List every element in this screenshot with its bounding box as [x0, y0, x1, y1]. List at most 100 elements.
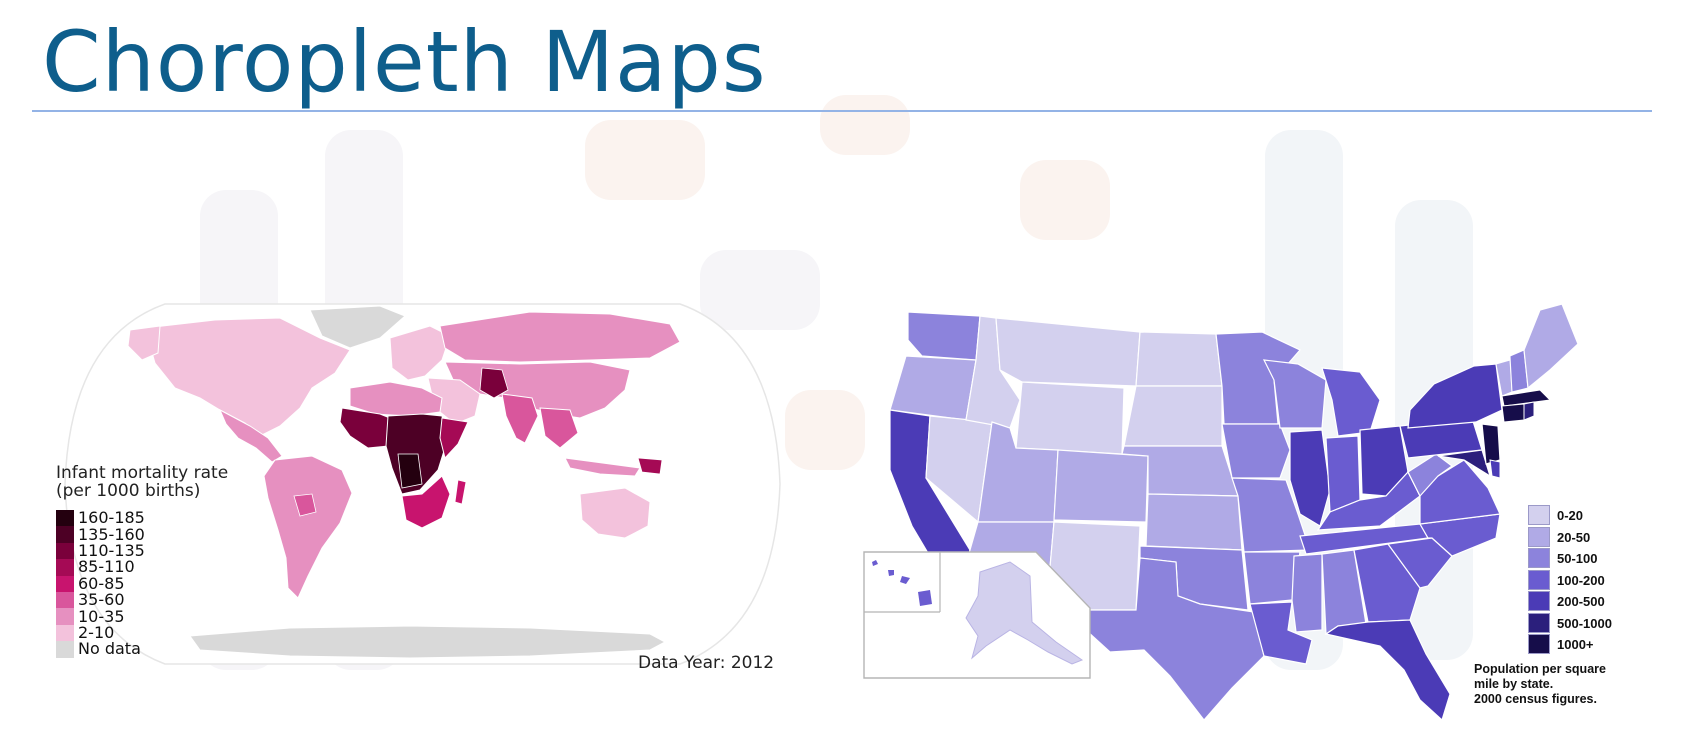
state-hawaii: [918, 590, 932, 606]
state-iowa: [1221, 423, 1291, 479]
usa-legend-swatch: [1528, 634, 1550, 654]
state-alaska: [965, 561, 1084, 665]
slide-title: Choropleth Maps: [42, 13, 767, 111]
south-america-region: [263, 455, 353, 599]
world-legend-label: No data: [78, 639, 141, 659]
usa-legend-row: 500-1000: [1528, 612, 1612, 635]
world-legend-label: 160-185: [78, 508, 145, 528]
usa-legend-label: 20-50: [1557, 529, 1591, 545]
madagascar-region: [454, 479, 467, 505]
central-america-region: [218, 408, 283, 463]
usa-legend-swatch: [1528, 548, 1550, 568]
state-florida: [1324, 619, 1451, 722]
usa-legend-swatch: [1528, 505, 1550, 525]
usa-legend-rows: 0-20 20-50 50-100 100-200 200-500 500-1000 100…: [1528, 505, 1612, 656]
world-legend-swatch: [56, 641, 74, 658]
state-massachusetts: [1501, 389, 1552, 407]
world-legend-row: 160-185: [56, 508, 228, 528]
world-legend-label: 85-110: [78, 557, 135, 577]
background-decoration: [700, 250, 820, 330]
usa-legend-label: 1000+: [1557, 637, 1594, 653]
world-legend-row: 135-160: [56, 524, 228, 544]
background-decoration: [1020, 160, 1110, 240]
state-montana: [995, 317, 1141, 387]
legend-title: Infant mortality rate: [56, 463, 229, 483]
state-maryland: [1437, 449, 1492, 478]
world-legend-swatch: [56, 542, 74, 560]
usa-map-legend: 0-20 20-50 50-100 100-200 200-500 500-1000 100…: [1528, 505, 1612, 656]
state-wisconsin: [1262, 359, 1327, 429]
state-michigan: [1321, 367, 1381, 437]
indonesia-region: [564, 457, 641, 477]
usa-legend-row: 100-200: [1528, 569, 1612, 592]
world-legend-row: 110-135: [56, 540, 228, 560]
state-north-dakota: [1135, 331, 1223, 387]
world-map-legend: Infant mortality rate (per 1000 births) …: [56, 464, 228, 658]
usa-legend-row: 50-100: [1528, 548, 1612, 570]
world-legend-row: 35-60: [56, 591, 228, 609]
greenland-region: [309, 305, 406, 349]
world-legend-row: No data: [56, 639, 228, 659]
usa-legend-row: 200-500: [1528, 591, 1612, 613]
caption-line: 2000 census figures.: [1474, 692, 1597, 706]
southern-africa-region: [401, 475, 451, 529]
state-hawaii: [872, 560, 878, 566]
usa-legend-row: 20-50: [1528, 526, 1612, 549]
usa-legend-row: 1000+: [1528, 634, 1612, 656]
state-hawaii: [900, 576, 910, 584]
world-legend-rows: 160-185 135-160 110-135 85-110 60-85 35-60 10-…: [56, 510, 228, 658]
state-arkansas: [1243, 551, 1301, 605]
state-connecticut: [1501, 403, 1525, 423]
world-legend-swatch: [56, 575, 74, 592]
state-west-virginia: [1407, 453, 1454, 498]
world-legend-row: 85-110: [56, 557, 228, 577]
europe-region: [389, 325, 451, 381]
state-kansas: [1145, 493, 1243, 551]
usa-legend-label: 100-200: [1557, 572, 1605, 588]
india-region: [501, 393, 539, 444]
world-legend-label: 10-35: [78, 606, 125, 626]
world-legend-label: 60-85: [78, 573, 125, 593]
state-south-dakota: [1123, 385, 1223, 447]
australia-region: [579, 487, 651, 539]
usa-legend-swatch: [1528, 612, 1550, 633]
state-colorado: [1053, 449, 1149, 523]
state-maine: [1523, 303, 1579, 390]
world-legend-label: 110-135: [78, 540, 145, 560]
papua-region: [637, 457, 663, 475]
afghanistan-region: [479, 367, 509, 399]
data-year-label: Data Year: 2012: [638, 653, 775, 673]
world-legend-swatch: [56, 624, 74, 642]
legend-subtitle: (per 1000 births): [56, 481, 201, 501]
usa-map-caption: Population per square mile by state. 200…: [1474, 662, 1664, 707]
state-south-carolina: [1386, 537, 1453, 589]
state-new-jersey: [1481, 423, 1501, 465]
world-choropleth-map: [64, 303, 781, 665]
state-hawaii: [888, 570, 894, 576]
usa-legend-swatch: [1528, 569, 1550, 590]
usa-legend-swatch: [1528, 591, 1550, 611]
world-legend-swatch: [56, 591, 74, 609]
world-legend-label: 135-160: [78, 524, 145, 544]
world-legend-swatch: [56, 510, 74, 527]
southeast-asia-region: [539, 407, 579, 449]
caption-line: mile by state.: [1474, 677, 1554, 691]
background-decoration: [585, 120, 705, 200]
state-washington: [907, 311, 981, 361]
background-decoration: [820, 95, 910, 155]
usa-choropleth-map: [863, 303, 1579, 722]
caption-line: Population per square: [1474, 662, 1606, 676]
state-wyoming: [1015, 381, 1125, 455]
usa-legend-label: 200-500: [1557, 594, 1605, 610]
state-georgia: [1353, 543, 1421, 623]
state-new-york: [1407, 363, 1503, 429]
west-africa-region: [339, 407, 396, 449]
usa-legend-label: 0-20: [1557, 508, 1584, 524]
usa-legend-label: 500-1000: [1557, 615, 1612, 631]
world-legend-row: 2-10: [56, 624, 228, 642]
state-mississippi: [1291, 553, 1323, 633]
state-oregon: [889, 355, 977, 421]
state-delaware: [1489, 459, 1501, 479]
background-decoration: [785, 390, 865, 470]
world-legend-row: 10-35: [56, 606, 228, 626]
